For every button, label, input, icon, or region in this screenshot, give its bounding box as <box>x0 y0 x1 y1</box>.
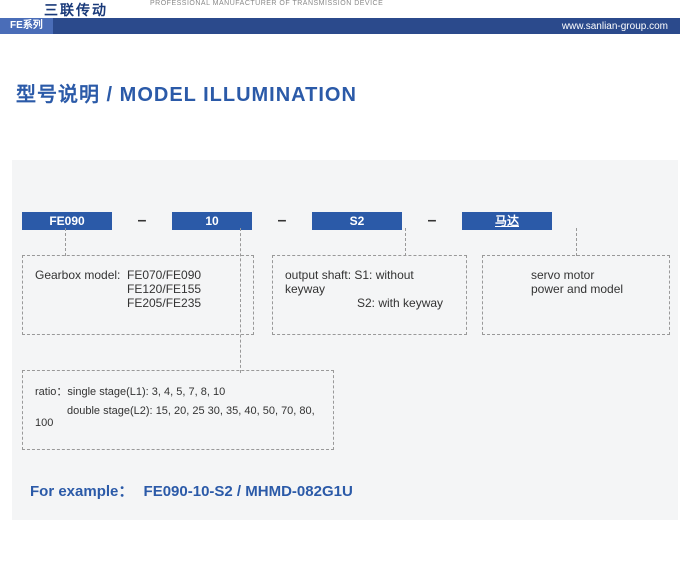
code-seg-motor: 马达 <box>462 212 552 230</box>
code-seg-shaft: S2 <box>312 212 402 230</box>
brand-logo-text: 三联传动 <box>44 0 108 20</box>
servo-line2: power and model <box>531 282 657 296</box>
model-code-row: FE090 – 10 – S2 – 马达 <box>22 210 662 232</box>
brand-subtitle: PROFESSIONAL MANUFACTURER OF TRANSMISSIO… <box>150 0 383 7</box>
example-value: FE090-10-S2 / MHMD-082G1U <box>144 483 353 500</box>
header-bar: FE系列 www.sanlian-group.com <box>0 18 680 34</box>
example-row: For example： FE090-10-S2 / MHMD-082G1U <box>30 480 353 501</box>
header-url: www.sanlian-group.com <box>562 21 668 32</box>
ratio-values1: 3, 4, 5, 7, 8, 10 <box>152 386 225 398</box>
ratio-label2: double stage(L2): <box>35 405 153 417</box>
connector-3 <box>405 228 406 256</box>
connector-1 <box>65 228 66 256</box>
servo-line1: servo motor <box>531 268 657 282</box>
output-shaft-line1: output shaft: S1: without keyway <box>285 268 454 296</box>
section-title: 型号说明 / MODEL ILLUMINATION <box>16 78 357 107</box>
example-label: For example： <box>30 483 133 500</box>
code-seg-fe090: FE090 <box>22 212 112 230</box>
ratio-label1: ratio：single stage(L1): <box>35 386 149 398</box>
gearbox-line2: FE120/FE155 <box>127 282 201 296</box>
code-gap-1: – <box>112 212 172 230</box>
output-shaft-line2: S2: with keyway <box>285 296 454 310</box>
gearbox-label: Gearbox model: <box>35 268 127 310</box>
code-gap-2: – <box>252 212 312 230</box>
code-gap-3: – <box>402 212 462 230</box>
gearbox-line3: FE205/FE235 <box>127 296 201 310</box>
box-gearbox: Gearbox model: FE070/FE090 FE120/FE155 F… <box>22 255 254 335</box>
connector-4 <box>576 228 577 256</box>
gearbox-line1: FE070/FE090 <box>127 268 201 282</box>
header-tab: FE系列 <box>0 18 53 34</box>
box-servo: servo motor power and model <box>482 255 670 335</box>
box-ratio: ratio：single stage(L1): 3, 4, 5, 7, 8, 1… <box>22 370 334 450</box>
box-output-shaft: output shaft: S1: without keyway S2: wit… <box>272 255 467 335</box>
